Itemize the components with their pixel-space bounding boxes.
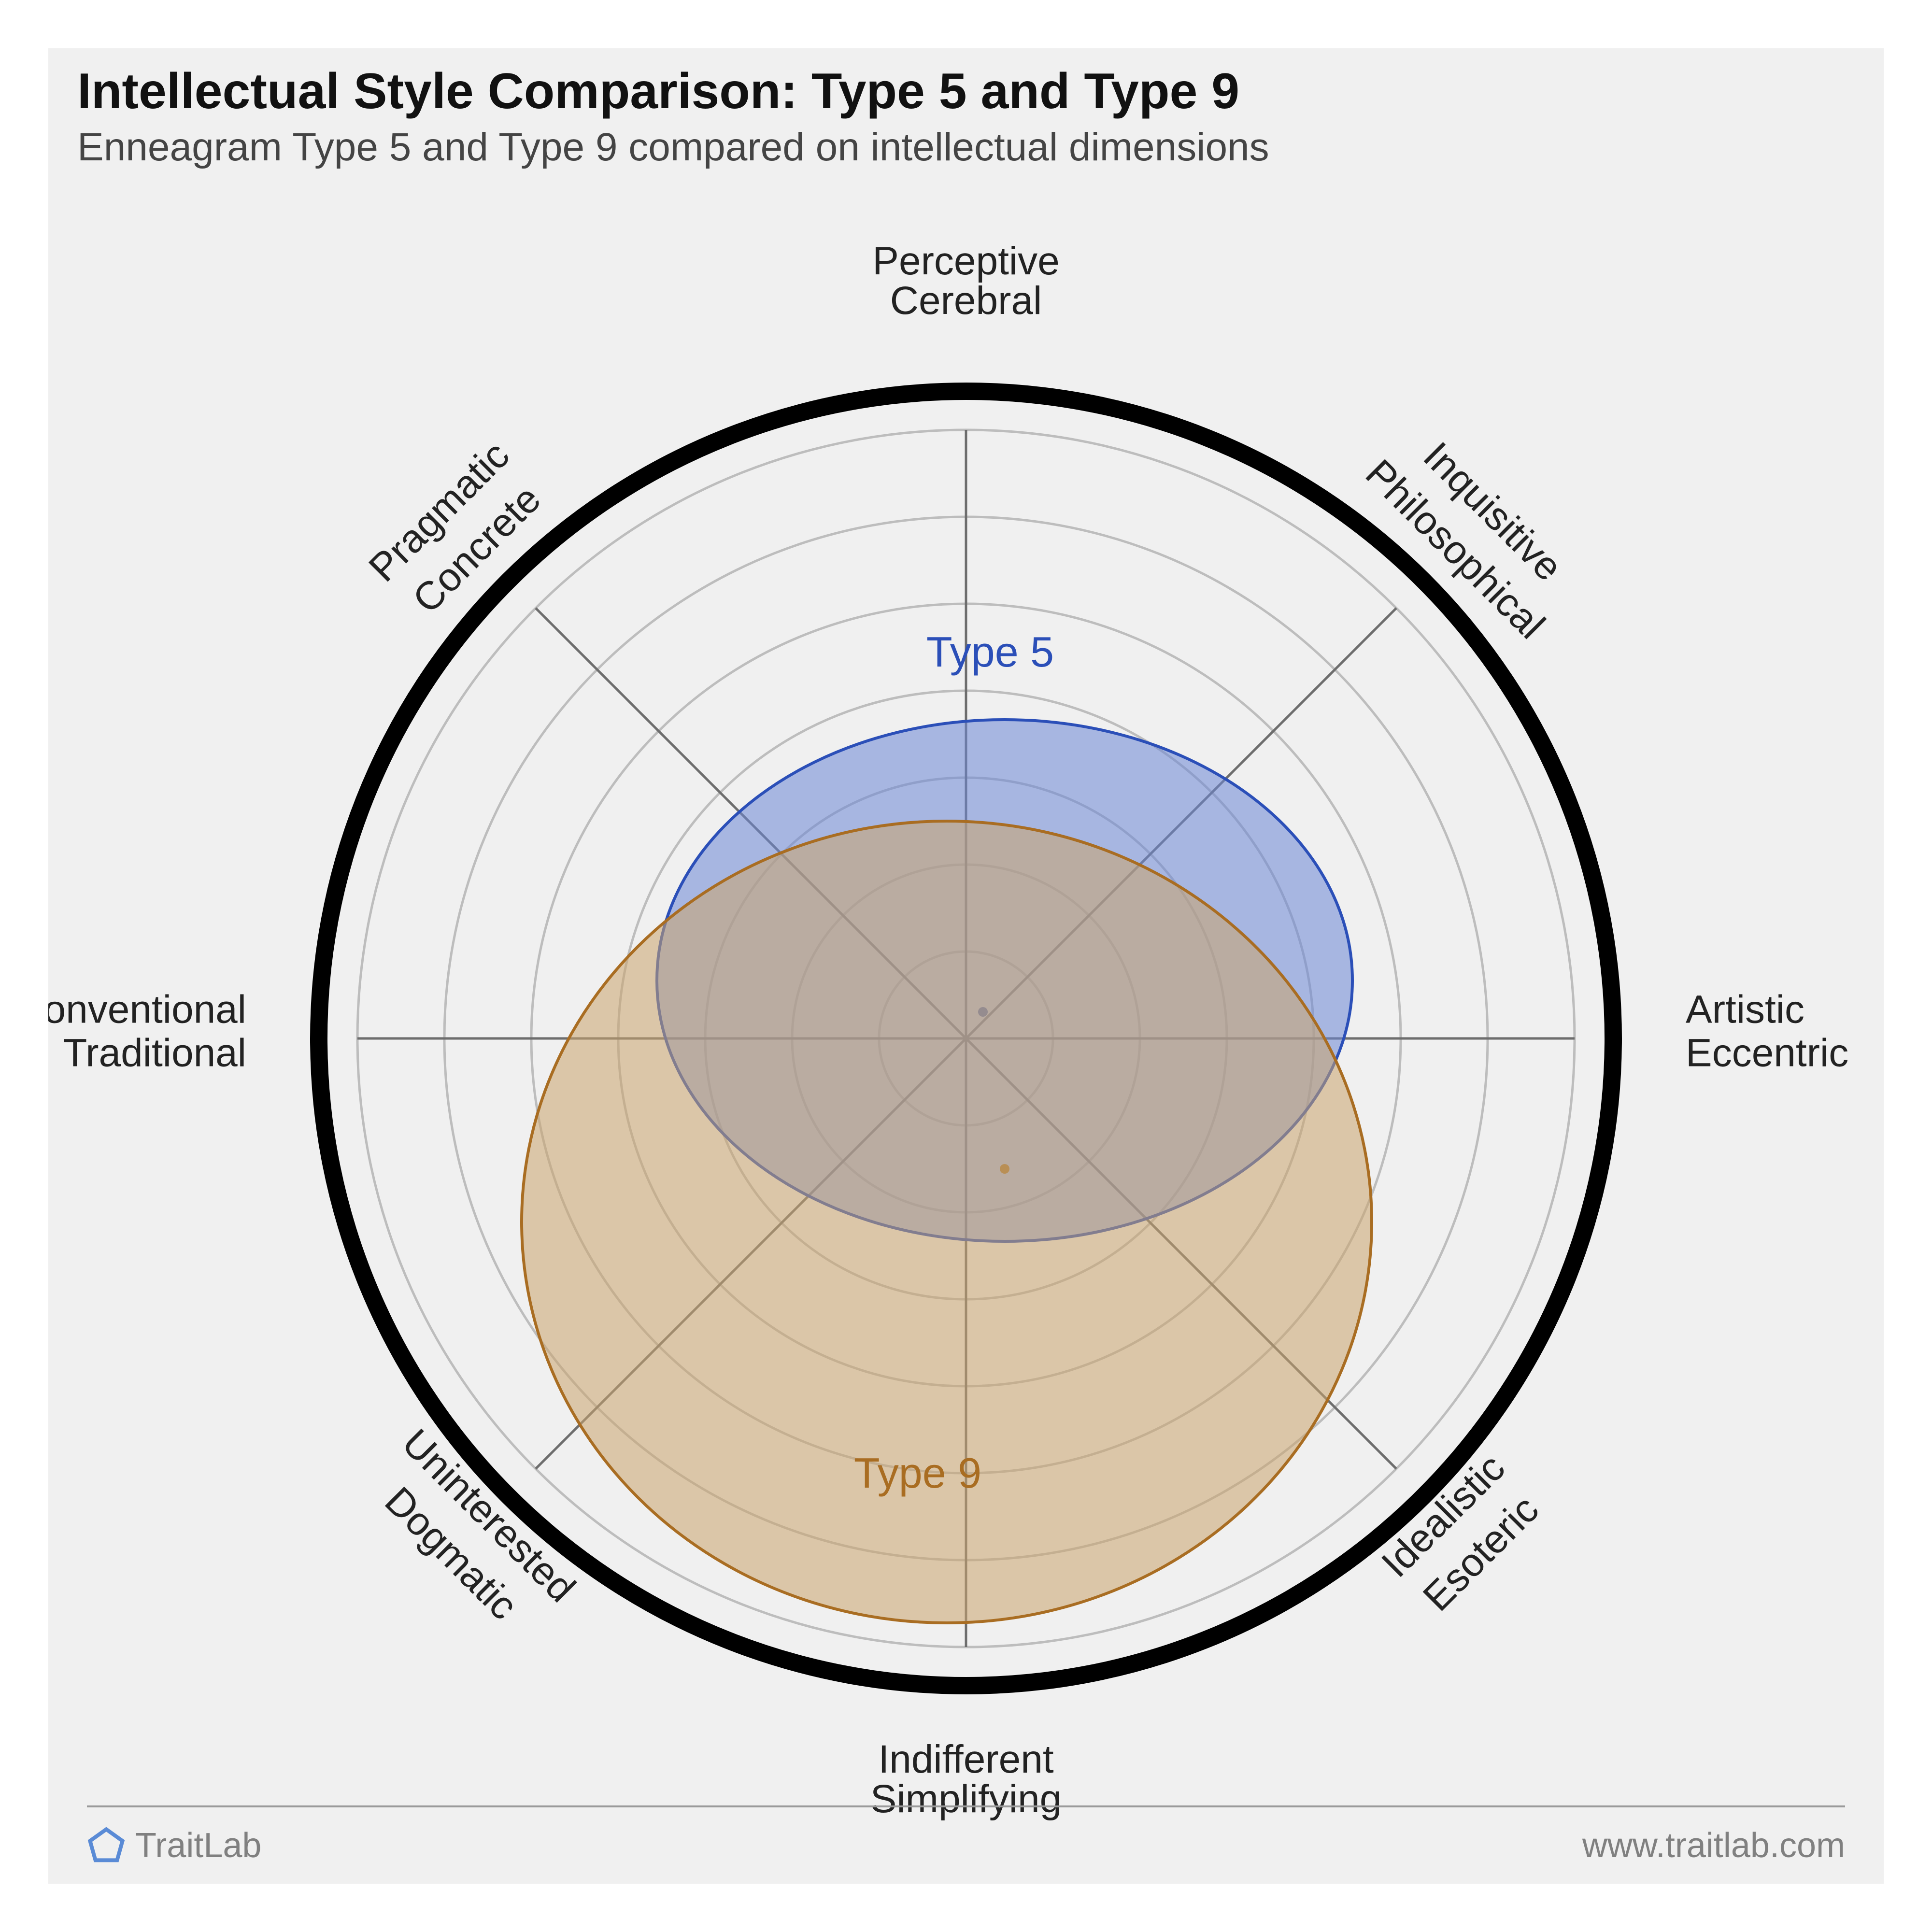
axis-label: Perceptive: [872, 239, 1059, 283]
brand-url: www.traitlab.com: [1582, 1826, 1845, 1865]
brand-name: TraitLab: [135, 1826, 261, 1865]
footer: TraitLab www.traitlab.com: [87, 1826, 1845, 1865]
axis-label: Indifferent: [878, 1737, 1053, 1781]
axis-label: Eccentric: [1686, 1031, 1848, 1075]
series-type-9: [522, 821, 1372, 1623]
pentagon-logo-icon: [87, 1826, 126, 1865]
axis-label: Traditional: [63, 1031, 246, 1075]
axis-label: Cerebral: [890, 279, 1042, 323]
brand: TraitLab: [87, 1826, 261, 1865]
axis-label: Simplifying: [870, 1777, 1062, 1821]
axis-label: Conventional: [48, 987, 246, 1031]
series-label-type-5: Type 5: [926, 628, 1054, 676]
radar-chart: PerceptiveCerebralInquisitivePhilosophic…: [48, 48, 1884, 1884]
series-label-type-9: Type 9: [854, 1449, 981, 1497]
axis-label: Artistic: [1686, 987, 1804, 1031]
